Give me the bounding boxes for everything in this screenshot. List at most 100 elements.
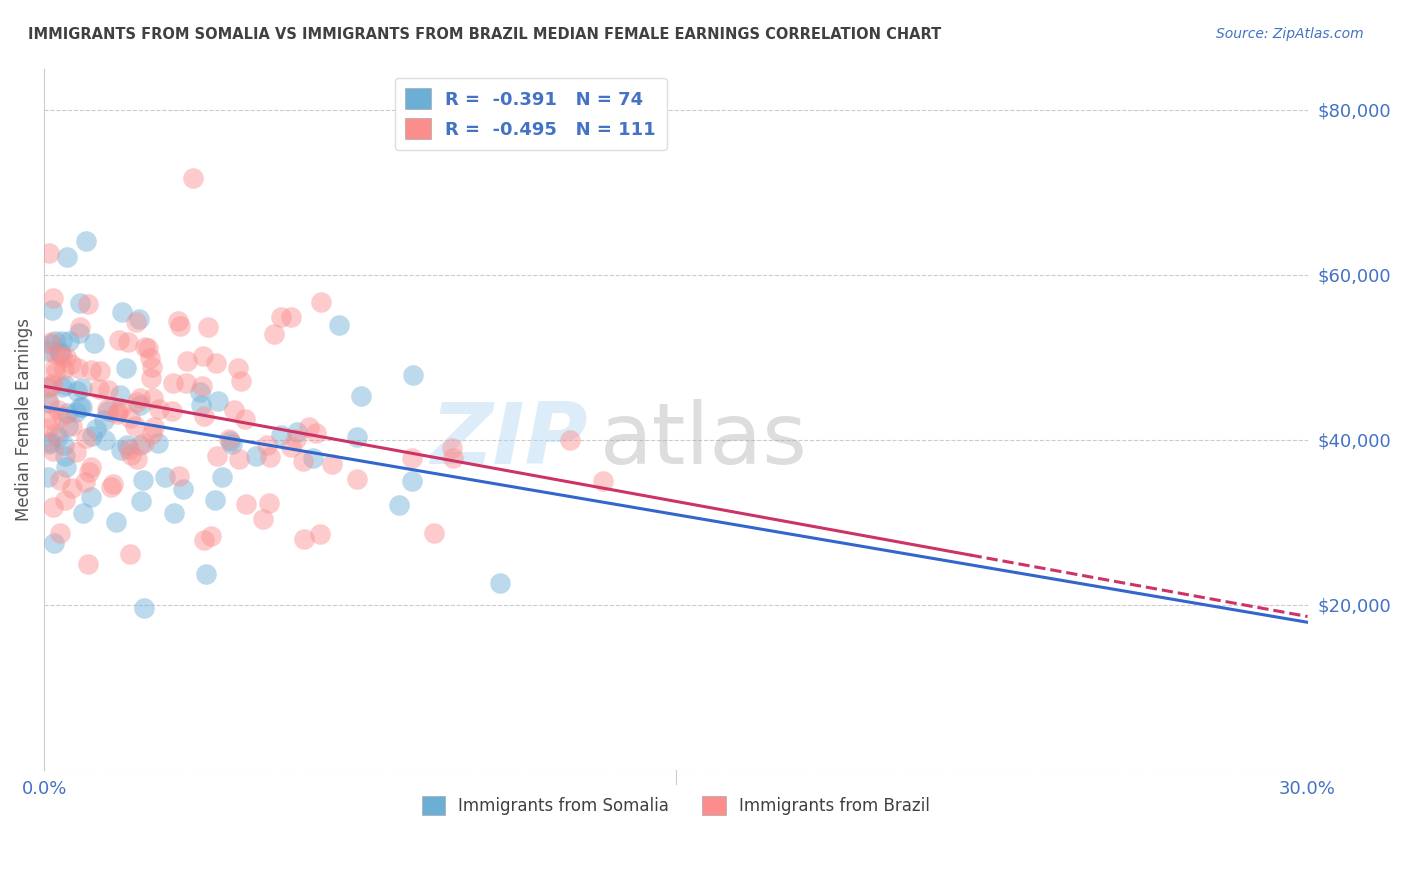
Point (39, 411, 62, 425)
Point (129, 494, 152, 508)
Point (139, 371, 162, 385)
Point (350, 388, 373, 402)
Point (41, 376, 63, 391)
Point (142, 392, 165, 406)
Point (139, 351, 162, 365)
Point (423, 526, 446, 541)
Point (195, 566, 218, 581)
Point (69, 400, 91, 414)
Point (66, 384, 89, 399)
Point (52, 362, 75, 376)
Point (53, 493, 76, 508)
Point (163, 506, 186, 520)
Point (38, 246, 60, 260)
Point (79, 490, 101, 504)
Point (38, 437, 60, 451)
Point (128, 312, 150, 326)
Point (37, 470, 59, 484)
Point (67, 326, 90, 340)
Point (39, 434, 62, 449)
Point (94, 434, 117, 448)
Point (39, 337, 62, 351)
Point (181, 170, 204, 185)
Point (42, 500, 65, 514)
Point (108, 334, 131, 348)
Point (259, 450, 281, 464)
Point (252, 512, 274, 526)
Point (291, 453, 314, 467)
Point (49, 526, 72, 541)
Point (83, 336, 105, 351)
Point (270, 428, 292, 442)
Legend: Immigrants from Somalia, Immigrants from Brazil: Immigrants from Somalia, Immigrants from… (412, 786, 941, 825)
Point (53, 378, 76, 392)
Point (229, 374, 252, 388)
Point (218, 432, 240, 446)
Point (77, 558, 100, 572)
Point (162, 376, 184, 390)
Point (132, 435, 155, 450)
Point (167, 469, 190, 483)
Point (46, 430, 69, 444)
Point (401, 450, 423, 465)
Point (55, 459, 77, 474)
Point (155, 470, 177, 484)
Point (41, 291, 63, 305)
Point (100, 480, 122, 494)
Point (176, 354, 198, 368)
Point (51, 409, 73, 423)
Point (280, 310, 302, 325)
Point (301, 450, 323, 465)
Point (75, 234, 97, 248)
Point (127, 451, 149, 466)
Point (169, 318, 191, 333)
Point (72, 381, 94, 395)
Point (129, 398, 152, 412)
Y-axis label: Median Female Earnings: Median Female Earnings (15, 318, 32, 521)
Point (125, 315, 148, 329)
Point (204, 492, 226, 507)
Point (51, 380, 73, 394)
Point (44, 346, 66, 360)
Point (49, 347, 72, 361)
Point (89, 382, 111, 396)
Point (89, 363, 111, 377)
Point (388, 498, 411, 512)
Point (285, 432, 308, 446)
Point (191, 378, 214, 392)
Point (188, 385, 211, 400)
Point (280, 440, 302, 454)
Point (93, 412, 115, 426)
Point (162, 404, 184, 418)
Point (222, 403, 245, 417)
Point (42, 536, 65, 550)
Point (37, 380, 59, 394)
Point (402, 368, 425, 382)
Point (321, 458, 343, 472)
Point (37, 394, 59, 409)
Point (401, 474, 423, 488)
Point (39, 334, 62, 349)
Point (82, 429, 104, 443)
Point (205, 355, 228, 369)
Point (235, 497, 257, 511)
Point (97, 404, 120, 418)
Point (117, 442, 139, 457)
Text: Source: ZipAtlas.com: Source: ZipAtlas.com (1216, 27, 1364, 41)
Point (197, 320, 219, 334)
Point (69, 320, 91, 334)
Point (117, 438, 139, 452)
Point (97, 383, 120, 397)
Point (125, 394, 148, 409)
Point (141, 360, 163, 375)
Point (256, 438, 278, 452)
Point (193, 533, 215, 547)
Point (328, 318, 350, 332)
Point (46, 403, 69, 417)
Point (207, 393, 229, 408)
Point (176, 376, 198, 391)
Point (55, 350, 77, 364)
Point (75, 431, 97, 445)
Point (58, 334, 80, 348)
Point (190, 398, 212, 412)
